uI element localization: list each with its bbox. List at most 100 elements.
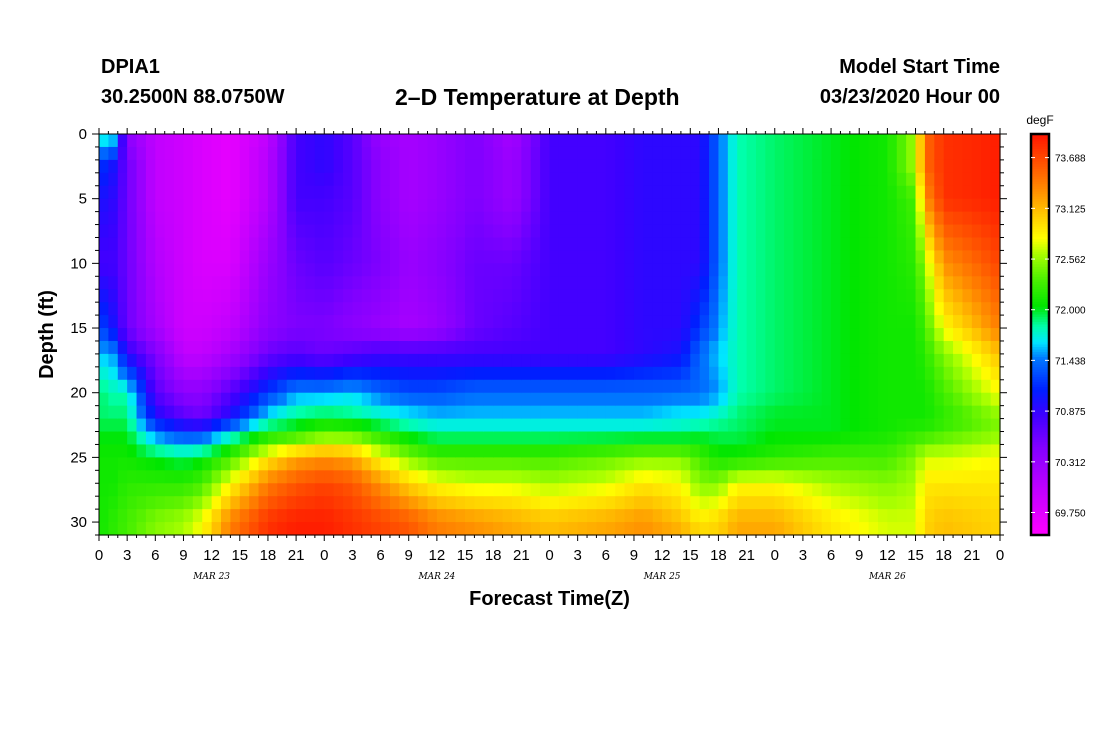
- heatmap-cell: [887, 328, 898, 342]
- heatmap-cell: [530, 250, 541, 264]
- heatmap-cell: [399, 496, 410, 510]
- heatmap-cell: [793, 315, 804, 329]
- heatmap-cell: [831, 457, 842, 471]
- heatmap-cell: [662, 392, 673, 407]
- heatmap-cell: [840, 134, 851, 148]
- heatmap-cell: [737, 198, 748, 213]
- heatmap-cell: [840, 522, 851, 536]
- heatmap-cell: [183, 379, 194, 394]
- heatmap-cell: [155, 328, 166, 342]
- heatmap-cell: [605, 289, 616, 303]
- heatmap-cell: [690, 224, 701, 239]
- heatmap-cell: [971, 146, 982, 161]
- colorbar-swatch: [1031, 384, 1049, 388]
- heatmap-cell: [849, 172, 860, 187]
- heatmap-cell: [108, 159, 119, 174]
- heatmap-cell: [755, 315, 766, 329]
- heatmap-cell: [230, 444, 241, 458]
- heatmap-cell: [286, 159, 297, 174]
- heatmap-cell: [333, 392, 344, 407]
- heatmap-cell: [709, 405, 720, 420]
- heatmap-cell: [446, 353, 457, 368]
- colorbar-swatch: [1031, 419, 1049, 423]
- heatmap-cell: [399, 392, 410, 407]
- heatmap-cell: [530, 289, 541, 303]
- heatmap-cell: [352, 263, 363, 277]
- heatmap-cell: [221, 496, 231, 510]
- heatmap-cell: [746, 522, 757, 536]
- heatmap-cell: [690, 289, 701, 303]
- colorbar-swatch: [1031, 379, 1049, 383]
- heatmap-cell: [699, 405, 710, 420]
- heatmap-cell: [587, 418, 598, 433]
- heatmap-cell: [436, 405, 447, 420]
- y-tick-label: 25: [70, 449, 87, 466]
- heatmap-cell: [258, 340, 269, 355]
- heatmap-cell: [558, 315, 569, 329]
- heatmap-cell: [324, 198, 335, 213]
- x-tick-label: 15: [457, 547, 474, 564]
- heatmap-cell: [164, 340, 175, 355]
- heatmap-cell: [652, 405, 663, 420]
- heatmap-cell: [211, 444, 222, 458]
- heatmap-cell: [924, 328, 935, 342]
- heatmap-cell: [127, 444, 138, 458]
- heatmap-cell: [868, 340, 879, 355]
- colorbar-tick-label: 73.125: [1055, 204, 1086, 215]
- heatmap-cell: [577, 431, 588, 446]
- heatmap-cell: [709, 315, 720, 329]
- heatmap-cell: [239, 483, 250, 497]
- heatmap-cell: [277, 302, 288, 316]
- heatmap-cell: [746, 340, 757, 355]
- heatmap-cell: [727, 379, 738, 394]
- heatmap-cell: [981, 496, 992, 510]
- heatmap-cell: [530, 405, 541, 420]
- heatmap-cell: [202, 172, 213, 187]
- heatmap-cell: [221, 353, 231, 368]
- heatmap-cell: [812, 134, 823, 148]
- heatmap-cell: [521, 185, 532, 200]
- heatmap-cell: [868, 496, 879, 510]
- heatmap-cell: [296, 146, 307, 161]
- heatmap-cell: [221, 509, 231, 523]
- heatmap-cell: [605, 405, 616, 420]
- heatmap-cell: [868, 444, 879, 458]
- heatmap-cell: [877, 353, 888, 368]
- heatmap-cell: [906, 366, 917, 381]
- heatmap-cell: [906, 340, 917, 355]
- heatmap-cell: [633, 509, 644, 523]
- heatmap-cell: [755, 340, 766, 355]
- heatmap-cell: [511, 405, 522, 420]
- heatmap-cell: [221, 134, 231, 148]
- colorbar-swatch: [1031, 484, 1049, 488]
- heatmap-cell: [971, 353, 982, 368]
- heatmap-cell: [333, 353, 344, 368]
- heatmap-cell: [587, 276, 598, 290]
- heatmap-cell: [239, 211, 250, 226]
- heatmap-cell: [915, 302, 926, 316]
- heatmap-cell: [877, 328, 888, 342]
- colorbar-swatch: [1031, 377, 1049, 381]
- heatmap-cell: [633, 198, 644, 213]
- heatmap-cell: [859, 431, 870, 446]
- heatmap-cell: [868, 237, 879, 252]
- x-tick-label: 6: [376, 547, 384, 564]
- heatmap-cell: [511, 340, 522, 355]
- heatmap-cell: [352, 340, 363, 355]
- colorbar-swatch: [1031, 221, 1049, 225]
- heatmap-cell: [389, 159, 400, 174]
- heatmap-cell: [699, 509, 710, 523]
- heatmap-cell: [587, 185, 598, 200]
- heatmap-cell: [868, 431, 879, 446]
- heatmap-cell: [605, 418, 616, 433]
- heatmap-cell: [934, 340, 945, 355]
- heatmap-cell: [709, 198, 720, 213]
- heatmap-cell: [267, 198, 278, 213]
- heatmap-cell: [784, 263, 795, 277]
- heatmap-cell: [155, 366, 166, 381]
- heatmap-cell: [727, 172, 738, 187]
- heatmap-cell: [117, 496, 128, 510]
- heatmap-cell: [727, 289, 738, 303]
- heatmap-cell: [877, 315, 888, 329]
- heatmap-cell: [446, 224, 457, 239]
